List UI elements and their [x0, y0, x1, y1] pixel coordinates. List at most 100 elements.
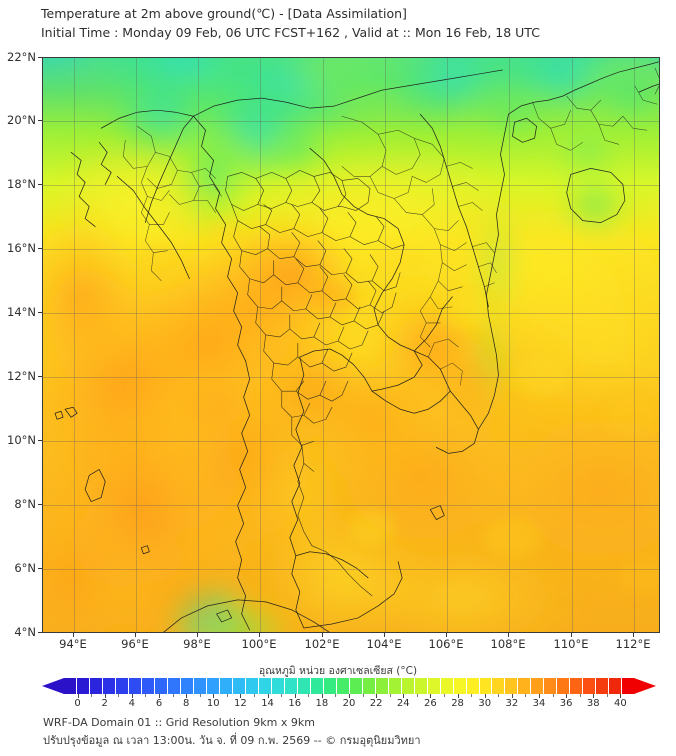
gridline-lat	[43, 569, 659, 570]
yaxis-label: 14°N	[7, 305, 36, 319]
colorbar-cell	[141, 678, 155, 694]
xaxis-tick	[633, 633, 634, 637]
xaxis-tick	[259, 633, 260, 637]
xaxis-label: 108°E	[490, 637, 526, 651]
colorbar-cell	[505, 678, 519, 694]
colorbar-cell	[297, 678, 311, 694]
colorbar-cells[interactable]	[64, 678, 635, 694]
colorbar-tick	[308, 694, 310, 697]
footer-update-credit: ปรับปรุงข้อมูล ณ เวลา 13:00น. วัน จ. ที่…	[43, 734, 421, 747]
xaxis-label: 106°E	[428, 637, 464, 651]
gridline-lon	[136, 58, 137, 632]
xaxis-label: 96°E	[121, 637, 149, 651]
colorbar-tick	[145, 694, 147, 697]
colorbar-cell	[466, 678, 480, 694]
colorbar-cell	[388, 678, 402, 694]
gridline-lon	[323, 58, 324, 632]
yaxis-tick	[38, 57, 42, 58]
yaxis-label: 20°N	[7, 113, 36, 127]
colorbar-tick	[484, 694, 486, 698]
colorbar-tick	[226, 694, 228, 697]
colorbar-cell	[427, 678, 441, 694]
yaxis-tick	[38, 440, 42, 441]
colorbar-cell	[492, 678, 506, 694]
colorbar-tick	[389, 694, 391, 697]
colorbar-tick-label: 0	[74, 698, 81, 709]
gridline-lon	[572, 58, 573, 632]
colorbar-tick-label: 30	[478, 698, 492, 709]
colorbar-cell	[115, 678, 129, 694]
yaxis-label: 12°N	[7, 369, 36, 383]
colorbar-cell	[544, 678, 558, 694]
colorbar-tick-label: 26	[424, 698, 437, 709]
colorbar-cell	[518, 678, 532, 694]
gridline-lon	[74, 58, 75, 632]
colorbar-cell	[206, 678, 220, 694]
yaxis-tick	[38, 184, 42, 185]
colorbar-cell	[375, 678, 389, 694]
colorbar-tick	[444, 694, 445, 697]
xaxis-label: 94°E	[59, 637, 87, 651]
colorbar-tick-label: 28	[451, 698, 464, 709]
xaxis-tick	[135, 633, 136, 637]
gridline-lat	[43, 505, 659, 506]
colorbar-cell	[583, 678, 597, 694]
colorbar-tick	[281, 694, 283, 697]
map-plot-area[interactable]	[42, 57, 660, 633]
xaxis-label: 104°E	[366, 637, 402, 651]
colorbar-tick	[403, 694, 405, 698]
colorbar-cell	[193, 678, 207, 694]
colorbar-tick	[172, 694, 174, 697]
colorbar-cell	[349, 678, 363, 694]
colorbar-tick-label: 36	[559, 698, 573, 709]
colorbar-tick	[362, 694, 364, 697]
colorbar-tick-label: 14	[261, 698, 274, 709]
gridline-lat	[43, 249, 659, 250]
colorbar-tick-label: 40	[614, 698, 627, 709]
colorbar-tick	[159, 694, 160, 698]
colorbar-tick	[471, 694, 473, 697]
colorbar-tick-label: 8	[182, 698, 190, 709]
xaxis-label: 112°E	[615, 637, 651, 651]
gridline-lon	[385, 58, 386, 632]
colorbar-cell	[258, 678, 272, 694]
colorbar-cell	[362, 678, 376, 694]
colorbar-tick-label: 2	[101, 698, 108, 709]
colorbar-cell	[154, 678, 168, 694]
colorbar-cell	[323, 678, 337, 694]
colorbar-cell	[167, 678, 181, 694]
colorbar-tick	[267, 694, 269, 698]
colorbar-tick	[240, 694, 242, 698]
colorbar-cell	[232, 678, 246, 694]
yaxis-tick	[38, 376, 42, 377]
colorbar-tick-label: 16	[288, 698, 302, 709]
gridline-lon	[447, 58, 448, 632]
yaxis-label: 22°N	[7, 50, 36, 64]
colorbar-tick-label: 32	[505, 698, 519, 709]
yaxis-tick	[38, 632, 42, 633]
colorbar-cell	[219, 678, 233, 694]
temperature-map-figure: 94°E 96°E 98°E 100°E 102°E 104°E 106°E 1…	[7, 50, 660, 651]
colorbar-title: อุณหภูมิ หน่วย องศาเซลเซียส (°C)	[258, 665, 418, 677]
xaxis-tick	[446, 633, 447, 637]
yaxis-tick	[38, 248, 42, 249]
colorbar-tick	[579, 694, 581, 697]
colorbar-cell	[245, 678, 259, 694]
colorbar-tick	[213, 694, 215, 698]
colorbar-tick-label: 4	[128, 698, 136, 709]
chart-title-block: Temperature at 2m above ground(℃) - [Dat…	[41, 4, 661, 42]
colorbar-cell	[414, 678, 428, 694]
colorbar-cell	[180, 678, 194, 694]
yaxis-label: 6°N	[14, 561, 36, 575]
chart-title-line-1: Temperature at 2m above ground(℃) - [Dat…	[41, 6, 407, 21]
yaxis-tick	[38, 504, 42, 505]
colorbar-tick	[131, 694, 133, 698]
colorbar[interactable]: 0 2 4 6 8 10 12 14 16 18 20 22 24 26 28 30 32 34 36 38 40	[42, 678, 656, 709]
colorbar-cell	[284, 678, 298, 694]
colorbar-cell	[570, 678, 584, 694]
gridline-lon	[634, 58, 635, 632]
temperature-field	[43, 58, 659, 632]
yaxis-label: 8°N	[14, 497, 36, 511]
gridline-lat	[43, 377, 659, 378]
yaxis-tick	[38, 312, 42, 313]
